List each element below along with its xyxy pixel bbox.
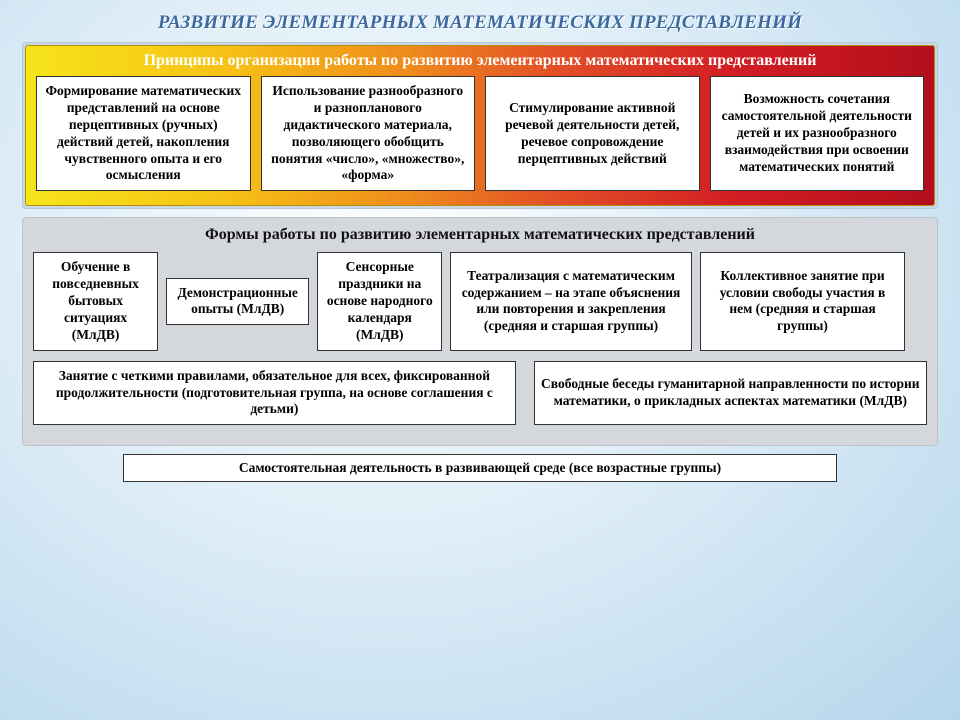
principle-box: Возможность сочетания самостоятельной де… [710, 76, 925, 191]
form-box: Коллективное занятие при условии свободы… [700, 252, 906, 350]
principles-section: Принципы организации работы по развитию … [22, 42, 938, 209]
form-box: Свободные беседы гуманитарной направленн… [534, 361, 927, 426]
forms-section: Формы работы по развитию элементарных ма… [22, 217, 938, 446]
forms-row-1: Обучение в повседневных бытовых ситуация… [33, 252, 927, 350]
principle-box: Формирование математических представлени… [36, 76, 251, 191]
forms-row-2: Занятие с четкими правилами, обязательно… [33, 361, 927, 426]
form-box: Занятие с четкими правилами, обязательно… [33, 361, 516, 426]
slide: РАЗВИТИЕ ЭЛЕМЕНТАРНЫХ МАТЕМАТИЧЕСКИХ ПРЕ… [0, 0, 960, 720]
form-box: Обучение в повседневных бытовых ситуация… [33, 252, 158, 350]
principles-gradient: Принципы организации работы по развитию … [25, 45, 935, 206]
form-box: Демонстрационные опыты (МлДВ) [166, 278, 309, 326]
slide-title: РАЗВИТИЕ ЭЛЕМЕНТАРНЫХ МАТЕМАТИЧЕСКИХ ПРЕ… [22, 8, 938, 42]
footer-box: Самостоятельная деятельность в развивающ… [123, 454, 837, 482]
form-box: Театрализация с математическим содержани… [450, 252, 691, 350]
forms-heading: Формы работы по развитию элементарных ма… [33, 226, 927, 252]
principles-heading: Принципы организации работы по развитию … [36, 52, 924, 76]
principles-row: Формирование математических представлени… [36, 76, 924, 191]
principle-box: Использование разнообразного и разноплан… [261, 76, 476, 191]
form-box: Сенсорные праздники на основе народного … [317, 252, 442, 350]
principle-box: Стимулирование активной речевой деятельн… [485, 76, 700, 191]
